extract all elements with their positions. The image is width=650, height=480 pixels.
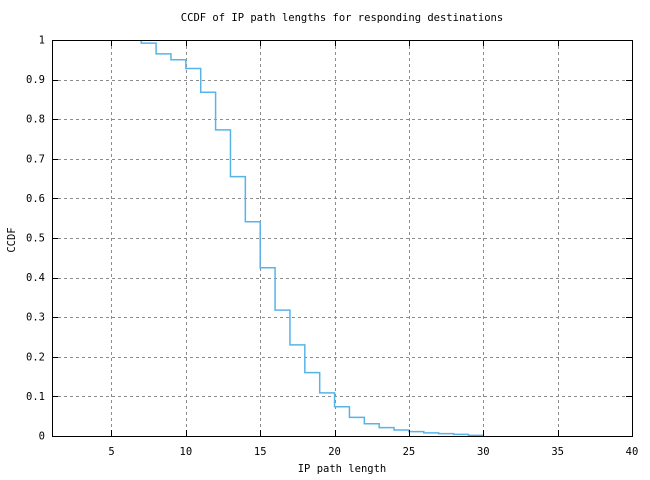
x-tick-label: 5: [108, 446, 114, 458]
y-tick-label: 0.5: [26, 233, 45, 245]
y-tick-label: 0.3: [26, 312, 45, 324]
x-tick-label: 35: [551, 446, 564, 458]
y-tick-label: 0.7: [26, 153, 45, 165]
y-tick-label: 1: [39, 35, 45, 47]
y-tick-label: 0: [39, 431, 45, 443]
x-tick-label: 40: [626, 446, 639, 458]
x-tick-label: 10: [180, 446, 193, 458]
y-tick-label: 0.6: [26, 193, 45, 205]
chart-title: CCDF of IP path lengths for responding d…: [180, 12, 504, 24]
ccdf-step-curve: [52, 40, 485, 436]
x-tick-label: 15: [254, 446, 267, 458]
y-tick-label: 0.4: [26, 272, 45, 284]
y-tick-label: 0.8: [26, 114, 45, 126]
y-tick-label: 0.1: [26, 391, 45, 403]
x-tick-label: 25: [403, 446, 416, 458]
x-axis-label: IP path length: [297, 463, 387, 475]
x-tick-label: 30: [477, 446, 490, 458]
y-tick-label: 0.2: [26, 351, 45, 363]
x-tick-label: 20: [328, 446, 341, 458]
y-tick-label: 0.9: [26, 74, 45, 86]
